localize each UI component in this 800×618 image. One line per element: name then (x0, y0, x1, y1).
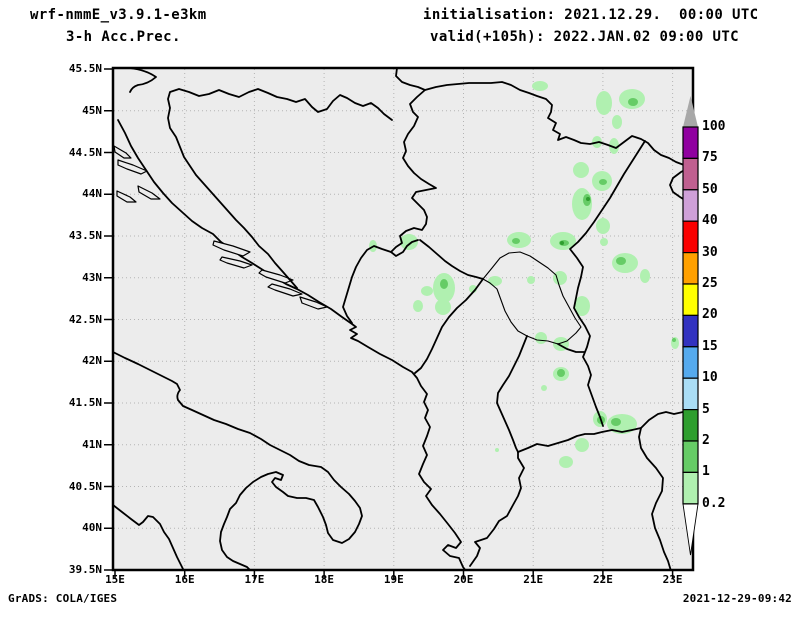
lat-tick-label: 43N (82, 270, 102, 284)
lat-tick-label: 42.5N (68, 312, 102, 326)
kvarner-coast (129, 68, 157, 93)
lat-tick-label: 41.5N (68, 396, 102, 409)
colorbar-level-label: 50 (702, 181, 718, 197)
lat-tick-label: 45N (82, 103, 102, 117)
danube-drina-border (390, 68, 437, 257)
lat-tick-label: 43.5N (68, 229, 102, 242)
colorbar-block (682, 377, 699, 411)
lat-tick-label: 44N (82, 187, 102, 201)
valid-time-label: valid(+105h): 2022.JAN.02 09:00 UTC (430, 29, 740, 45)
croatian-islands (113, 145, 328, 310)
lon-tick-label: 20E (453, 573, 474, 586)
adriatic-coast (117, 119, 467, 570)
colorbar-overflow-arrow (683, 96, 698, 127)
grads-credit: GrADS: COLA/IGES (8, 592, 118, 605)
lat-tick-label: 45.5N (68, 62, 102, 75)
lat-tick-label: 39.5N (68, 563, 102, 576)
macedonia-north-border (557, 343, 585, 353)
colorbar-level-label: 10 (702, 370, 718, 386)
colorbar-block (682, 471, 699, 505)
lon-tick-label: 17E (244, 573, 265, 586)
country-borders (167, 68, 693, 453)
colorbar-block (682, 220, 699, 254)
variable-title: 3-h Acc.Prec. (66, 29, 181, 45)
italy-adriatic-heel-coast (113, 351, 363, 570)
lon-tick-label: 23E (662, 573, 683, 586)
colorbar-block (682, 440, 699, 473)
lon-tick-label: 16E (174, 573, 195, 586)
italy-west-coast (113, 504, 185, 570)
colorbar-level-label: 0.2 (702, 495, 726, 511)
lat-tick-label: 41N (82, 437, 102, 451)
croatia-bosnia-border (167, 88, 393, 289)
lat-tick-label: 44.5N (68, 145, 102, 159)
lon-tick-label: 18E (314, 573, 335, 586)
lon-tick-label: 21E (523, 573, 544, 586)
serbia-bulgaria-border (569, 140, 646, 427)
colorbar-block (682, 126, 699, 159)
colorbar-block (682, 314, 699, 348)
lon-tick-label: 22E (592, 573, 613, 586)
colorbar (682, 96, 699, 556)
colorbar-level-label: 25 (702, 276, 718, 291)
colorbar-level-label: 30 (702, 244, 718, 260)
albania-macedonia-border (496, 335, 528, 453)
greece-west-coast (469, 451, 525, 567)
colorbar-level-label: 20 (702, 307, 718, 323)
lon-tick-label: 15E (105, 573, 125, 586)
colorbar-block (682, 189, 699, 222)
graticule-gridlines (114, 69, 692, 569)
bosnia-montenegro-border (342, 245, 392, 324)
coastlines (113, 68, 672, 570)
colorbar-level-label: 75 (702, 150, 718, 166)
colorbar-level-label: 5 (702, 401, 710, 417)
init-time-label: initialisation: 2021.12.29. 00:00 UTC (423, 7, 759, 23)
precipitation-shading (369, 81, 679, 468)
lat-tick-label: 40N (82, 521, 102, 535)
colorbar-level-label: 100 (702, 119, 726, 134)
colorbar-level-label: 1 (702, 464, 710, 480)
colorbar-level-label: 40 (702, 213, 718, 229)
lat-tick-label: 42N (82, 354, 102, 368)
colorbar-level-label: 15 (702, 338, 718, 354)
creation-timestamp: 2021-12-29-09:42 (682, 592, 792, 605)
colorbar-block (682, 252, 699, 285)
colorbar-level-label: 2 (702, 433, 710, 448)
montenegro-serbia-albania-border (414, 239, 484, 374)
model-title: wrf-nmmE_v3.9.1-e3km (30, 7, 207, 23)
colorbar-block (682, 409, 699, 442)
axis-ticks (104, 68, 674, 579)
lon-tick-label: 19E (383, 573, 404, 586)
colorbar-block (682, 157, 699, 191)
lat-tick-label: 40.5N (68, 479, 102, 493)
thermaic-gulf-coast (638, 427, 672, 570)
colorbar-block (682, 283, 699, 316)
colorbar-blocks (682, 126, 699, 505)
colorbar-underflow-arrow (682, 503, 699, 556)
kosovo-border (482, 251, 582, 345)
colorbar-block (682, 346, 699, 379)
greece-macedonia-bulgaria-border (517, 409, 693, 453)
